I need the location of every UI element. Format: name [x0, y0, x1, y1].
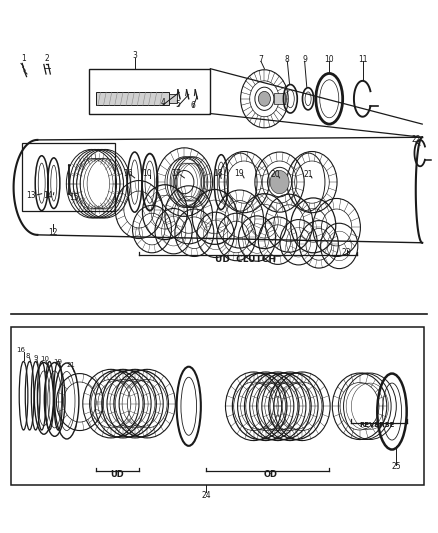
Bar — [96, 92, 169, 106]
Text: REVERSE: REVERSE — [359, 422, 395, 428]
Text: 16: 16 — [124, 168, 133, 177]
Text: 12: 12 — [48, 228, 57, 237]
Text: 14: 14 — [43, 191, 53, 200]
Text: 18: 18 — [213, 168, 223, 177]
Text: 23: 23 — [342, 248, 351, 257]
Text: OD: OD — [264, 470, 278, 479]
Text: 11: 11 — [358, 55, 367, 64]
Text: 25: 25 — [392, 463, 401, 471]
Text: 10: 10 — [325, 55, 334, 64]
Text: 10: 10 — [142, 168, 152, 177]
Bar — [11, 327, 424, 486]
Circle shape — [258, 91, 270, 106]
Text: 8: 8 — [285, 55, 290, 64]
Circle shape — [270, 171, 289, 193]
Text: UD: UD — [110, 470, 124, 479]
Text: 20: 20 — [271, 170, 280, 179]
Text: 7: 7 — [258, 55, 263, 64]
Bar — [89, 69, 210, 114]
Text: 5: 5 — [176, 100, 180, 109]
Text: 9: 9 — [33, 356, 38, 361]
Text: 21: 21 — [67, 361, 75, 368]
Text: 22: 22 — [411, 135, 420, 144]
Text: UD  CLUTCH: UD CLUTCH — [215, 255, 276, 264]
Bar — [22, 142, 115, 211]
Text: 2: 2 — [45, 54, 49, 63]
Text: 21: 21 — [304, 170, 313, 179]
Text: 13: 13 — [26, 191, 36, 200]
Text: 4: 4 — [160, 99, 165, 108]
Text: 19: 19 — [234, 168, 244, 177]
Text: 6: 6 — [191, 101, 195, 110]
Bar — [274, 93, 285, 104]
Text: 9: 9 — [302, 55, 307, 64]
Text: 24: 24 — [201, 491, 211, 500]
Bar — [169, 94, 177, 103]
Text: 16: 16 — [17, 347, 25, 353]
Text: 3: 3 — [132, 51, 137, 60]
Text: 15: 15 — [69, 193, 79, 203]
Text: 17: 17 — [171, 168, 180, 177]
Text: 8: 8 — [25, 353, 30, 359]
Text: 1: 1 — [21, 54, 26, 63]
Text: 10: 10 — [40, 357, 49, 362]
Text: 19: 19 — [53, 359, 62, 366]
